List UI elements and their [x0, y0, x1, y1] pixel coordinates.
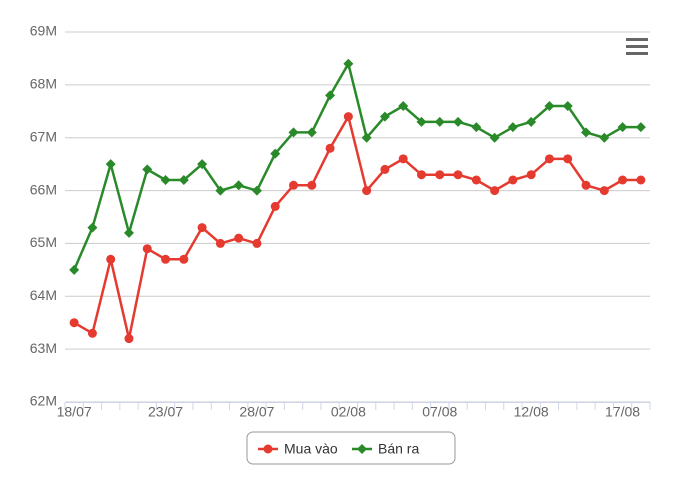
marker	[380, 164, 390, 174]
menu-bar	[626, 45, 648, 48]
x-tick-label: 17/08	[605, 404, 640, 420]
marker	[471, 122, 482, 133]
marker	[252, 238, 262, 248]
marker	[178, 175, 189, 185]
marker	[234, 233, 244, 243]
marker	[617, 122, 628, 133]
marker	[197, 159, 208, 170]
legend-item[interactable]: Mua vào	[258, 441, 338, 457]
marker	[361, 132, 372, 143]
y-tick-label: 63M	[30, 340, 57, 356]
x-tick-label: 18/07	[57, 404, 92, 420]
marker	[562, 101, 573, 111]
menu-button[interactable]	[626, 38, 648, 55]
marker	[526, 116, 537, 127]
y-tick-label: 68M	[30, 76, 57, 92]
marker	[635, 122, 646, 133]
marker	[123, 227, 134, 238]
marker	[106, 254, 116, 264]
marker	[215, 185, 226, 196]
marker	[289, 180, 299, 190]
x-tick-label: 12/08	[514, 404, 549, 420]
marker	[526, 170, 536, 180]
marker	[69, 264, 80, 275]
x-tick-label: 02/08	[331, 404, 366, 420]
marker	[544, 154, 554, 164]
marker	[251, 185, 262, 196]
marker	[398, 101, 409, 111]
x-tick-label: 23/07	[148, 404, 183, 420]
marker	[544, 101, 555, 111]
marker	[343, 58, 354, 69]
marker	[398, 154, 408, 164]
menu-bar	[626, 52, 648, 55]
marker	[508, 175, 518, 185]
marker	[288, 127, 299, 138]
y-tick-label: 62M	[30, 393, 57, 409]
marker	[270, 201, 280, 211]
marker	[306, 127, 317, 138]
marker	[87, 328, 97, 338]
marker	[435, 170, 445, 180]
legend-label: Mua vào	[284, 441, 338, 457]
marker	[325, 143, 335, 153]
marker	[507, 122, 518, 133]
x-tick-label: 28/07	[239, 404, 274, 420]
marker	[233, 180, 244, 191]
legend-item[interactable]: Bán ra	[352, 441, 419, 457]
marker	[416, 116, 427, 127]
y-tick-label: 66M	[30, 181, 57, 197]
marker	[270, 148, 281, 159]
legend-box	[246, 431, 456, 465]
marker	[142, 164, 153, 175]
marker	[69, 318, 79, 328]
legend-symbol	[263, 444, 273, 454]
marker	[124, 334, 134, 344]
marker	[161, 254, 171, 264]
marker	[179, 254, 189, 264]
marker	[434, 116, 445, 127]
marker	[343, 112, 353, 122]
x-tick-label: 07/08	[422, 404, 457, 420]
marker	[453, 116, 464, 127]
marker	[416, 170, 426, 180]
marker	[471, 175, 481, 185]
marker	[599, 186, 609, 196]
marker	[215, 238, 225, 248]
y-tick-label: 67M	[30, 128, 57, 144]
marker	[489, 132, 500, 143]
marker	[379, 111, 390, 122]
marker	[142, 244, 152, 254]
marker	[197, 223, 207, 233]
marker	[87, 222, 98, 233]
y-tick-label: 64M	[30, 287, 57, 303]
marker	[581, 180, 591, 190]
marker	[160, 175, 171, 185]
marker	[325, 90, 336, 101]
marker	[599, 132, 610, 143]
marker	[563, 154, 573, 164]
marker	[636, 175, 646, 185]
marker	[581, 127, 592, 138]
marker	[307, 180, 317, 190]
legend-symbol	[357, 444, 367, 454]
y-tick-label: 69M	[30, 23, 57, 39]
legend-label: Bán ra	[378, 441, 419, 457]
marker	[618, 175, 628, 185]
marker	[453, 170, 463, 180]
marker	[105, 159, 116, 170]
menu-bar	[626, 38, 648, 41]
marker	[490, 186, 500, 196]
y-tick-label: 65M	[30, 234, 57, 250]
marker	[362, 186, 372, 196]
